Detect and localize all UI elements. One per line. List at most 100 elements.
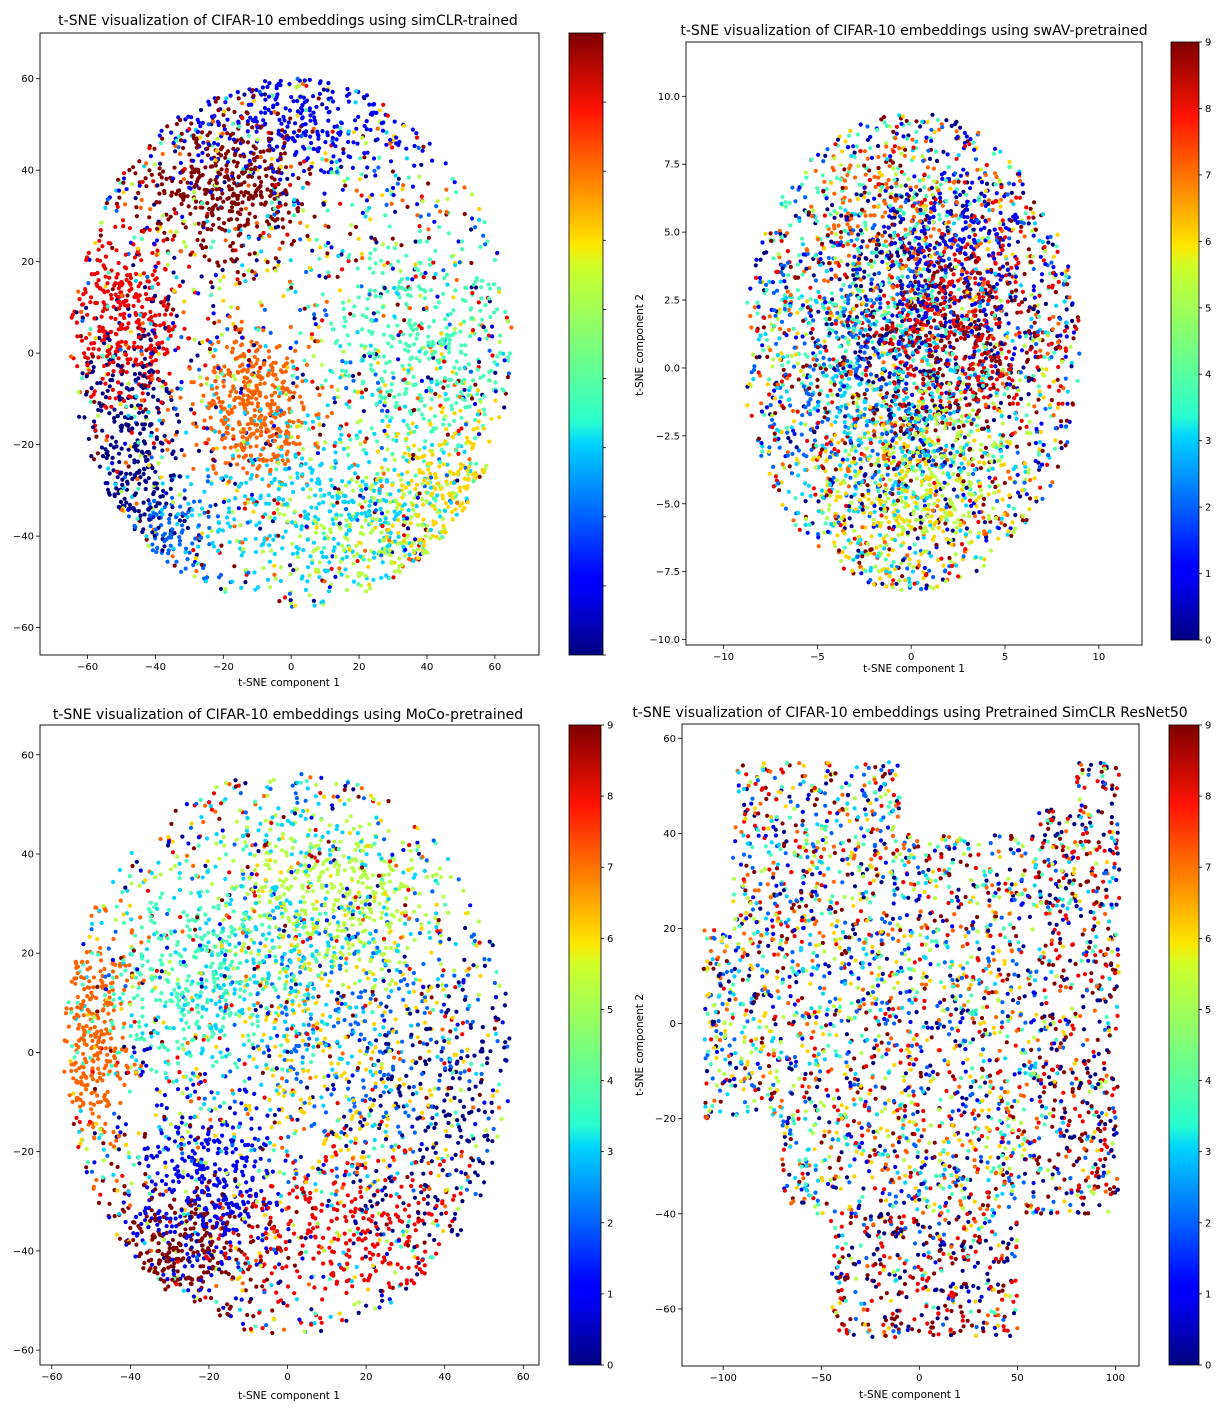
data-point — [324, 299, 329, 304]
data-point — [404, 156, 409, 161]
data-point — [446, 377, 451, 383]
data-point — [401, 183, 406, 188]
data-point — [378, 399, 383, 404]
data-point — [162, 505, 167, 510]
data-point — [378, 506, 383, 511]
data-point — [267, 355, 272, 360]
data-point — [156, 345, 162, 350]
data-point — [204, 190, 209, 195]
data-point — [235, 277, 240, 282]
data-point — [252, 167, 258, 172]
data-point — [119, 364, 124, 369]
data-point — [211, 354, 216, 359]
data-point — [272, 516, 277, 521]
data-point — [111, 369, 116, 374]
data-point — [265, 268, 270, 273]
data-point — [230, 171, 235, 176]
data-point — [194, 569, 199, 574]
data-point — [178, 179, 183, 185]
data-point — [197, 499, 202, 504]
data-point — [148, 433, 153, 438]
data-point — [461, 319, 467, 324]
data-point — [269, 131, 274, 136]
data-point — [243, 407, 248, 412]
data-point — [117, 397, 122, 402]
data-point — [398, 268, 403, 274]
data-point — [200, 150, 205, 155]
data-point — [316, 415, 321, 421]
data-point — [219, 476, 224, 481]
data-point — [447, 422, 452, 428]
data-point — [152, 498, 157, 503]
data-point — [400, 507, 405, 512]
data-point — [275, 427, 280, 432]
data-point — [213, 429, 218, 434]
data-point — [153, 469, 158, 474]
data-point — [148, 154, 153, 159]
data-point — [290, 172, 295, 177]
data-point — [241, 367, 246, 372]
data-point — [456, 443, 461, 448]
data-point — [295, 567, 300, 572]
data-point — [315, 451, 321, 456]
data-point — [223, 238, 228, 243]
data-point — [295, 76, 300, 81]
data-point — [208, 190, 213, 195]
data-point — [406, 447, 411, 452]
data-point — [508, 351, 513, 356]
data-point — [144, 161, 149, 166]
data-point — [390, 169, 395, 174]
data-point — [280, 546, 285, 551]
data-point — [237, 124, 242, 129]
data-point — [278, 177, 283, 182]
data-point — [419, 321, 424, 326]
data-point — [131, 165, 136, 170]
data-point — [277, 511, 282, 517]
data-point — [387, 393, 392, 398]
data-point — [363, 174, 368, 179]
data-point — [330, 129, 335, 134]
data-point — [318, 432, 323, 437]
data-point — [388, 530, 393, 536]
data-point — [331, 536, 336, 541]
data-point — [367, 558, 372, 563]
data-point — [98, 380, 103, 385]
data-point — [385, 479, 390, 484]
data-point — [155, 226, 160, 231]
data-point — [258, 365, 263, 370]
data-point — [390, 482, 395, 488]
data-point — [456, 469, 461, 475]
data-point — [347, 528, 352, 533]
data-point — [493, 389, 498, 394]
data-point — [753, 275, 759, 280]
data-point — [168, 531, 173, 536]
data-point — [296, 546, 301, 551]
data-point — [434, 475, 439, 480]
data-point — [119, 428, 124, 433]
data-point — [991, 454, 996, 459]
data-point — [350, 488, 356, 493]
data-point — [424, 305, 429, 310]
data-point — [315, 303, 320, 308]
data-point — [368, 499, 373, 504]
data-point — [466, 477, 471, 482]
data-point — [417, 239, 422, 244]
data-point — [337, 521, 342, 526]
data-point — [160, 136, 165, 141]
data-point — [291, 568, 296, 573]
data-point — [475, 367, 480, 372]
data-point — [392, 467, 397, 472]
data-point — [383, 213, 388, 218]
data-point — [759, 453, 764, 458]
data-point — [217, 186, 222, 191]
data-point — [871, 517, 876, 522]
data-point — [453, 431, 458, 436]
data-point — [182, 166, 187, 172]
data-point — [961, 189, 966, 194]
data-point — [305, 233, 310, 239]
data-point — [227, 540, 232, 545]
data-point — [365, 165, 370, 170]
data-point — [362, 155, 367, 160]
data-point — [283, 165, 289, 170]
data-point — [87, 368, 92, 373]
